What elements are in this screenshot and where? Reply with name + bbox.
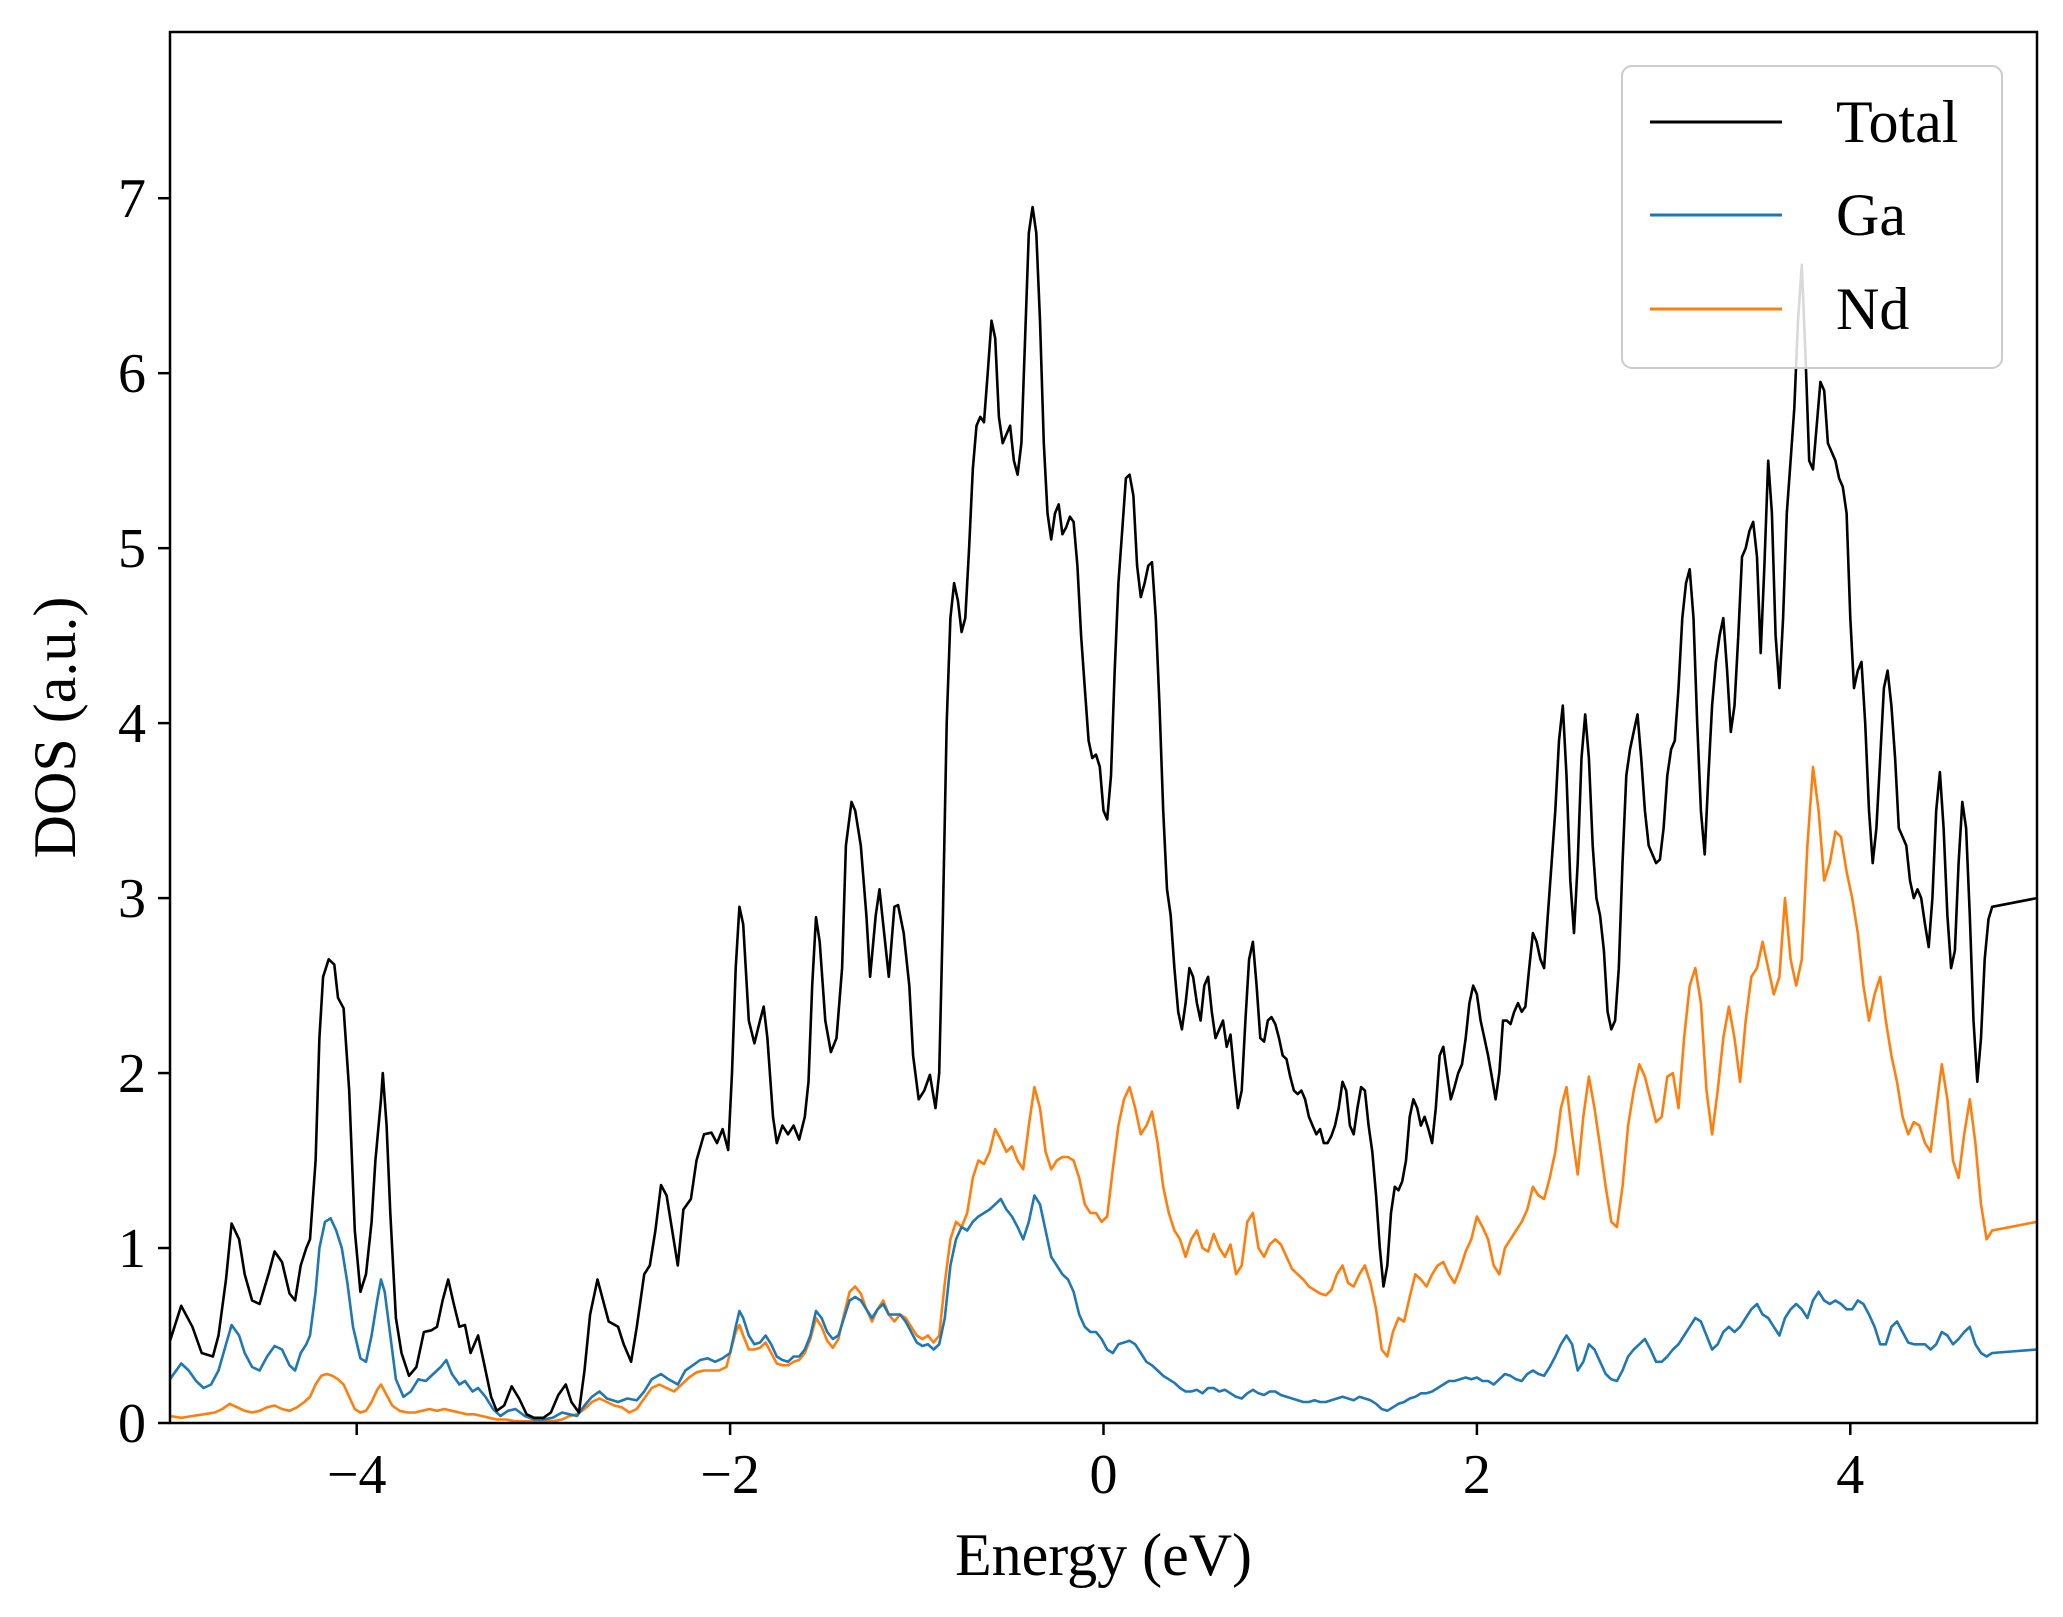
x-tick-label: 0 [1090, 1444, 1118, 1506]
series-line-total [170, 205, 2037, 1420]
series-line-ga [170, 1194, 2037, 1421]
x-tick-label: 2 [1463, 1444, 1491, 1506]
legend-label-ga: Ga [1836, 182, 1906, 248]
legend: Total Ga Nd [1621, 65, 2003, 369]
y-tick-label: 5 [118, 518, 146, 580]
y-tick-label: 6 [118, 343, 146, 405]
x-tick-label: 4 [1836, 1444, 1864, 1506]
y-axis-ticks: 0 1 2 3 4 5 6 7 [118, 168, 170, 1455]
y-tick-label: 1 [118, 1218, 146, 1280]
y-tick-label: 0 [118, 1393, 146, 1455]
y-axis-label: DOS (a.u.) [22, 597, 88, 859]
x-axis-label: Energy (eV) [955, 1522, 1252, 1588]
x-tick-label: −2 [700, 1444, 760, 1506]
x-tick-label: −4 [327, 1444, 387, 1506]
y-tick-label: 2 [118, 1043, 146, 1105]
legend-label-nd: Nd [1836, 276, 1909, 342]
legend-box [1621, 65, 2003, 369]
plot-area [170, 205, 2037, 1423]
x-axis-ticks: −4 −2 0 2 4 [327, 1423, 1864, 1506]
legend-label-total: Total [1836, 89, 1958, 155]
series-layer [170, 205, 2037, 1423]
y-tick-label: 4 [118, 693, 146, 755]
series-line-nd [170, 765, 2037, 1423]
y-tick-label: 3 [118, 868, 146, 930]
y-tick-label: 7 [118, 168, 146, 230]
